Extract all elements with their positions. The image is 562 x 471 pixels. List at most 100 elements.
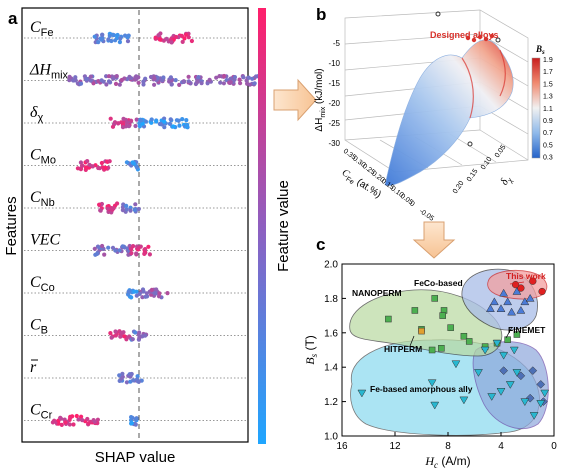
arrow-b-to-c [412, 221, 456, 259]
panel-c-xlabel-sub: c [434, 460, 438, 470]
panel-c-point [528, 366, 538, 375]
panel-c-ytick-label: 1.6 [324, 328, 338, 339]
panel-c-xtick-label: 16 [336, 441, 348, 452]
panel-label-a: a [8, 9, 18, 28]
shap-point [146, 244, 151, 249]
shap-point [59, 422, 64, 427]
shap-point [133, 202, 138, 207]
panel-c-point [540, 389, 550, 398]
panel-c-point [438, 345, 445, 352]
shap-point [113, 38, 118, 43]
panel-a-shap-points [50, 31, 260, 427]
shap-point [162, 125, 167, 130]
panel-c-point [529, 412, 539, 420]
shap-point [78, 81, 84, 86]
shap-point [148, 74, 154, 80]
feature-label-main: VEC [30, 232, 61, 249]
shap-point [186, 79, 191, 84]
shap-point [246, 75, 251, 80]
shap-point [222, 73, 227, 79]
shap-point [116, 121, 121, 126]
shap-point [168, 117, 173, 122]
shap-point [90, 164, 95, 169]
shap-point [129, 251, 134, 256]
panel-c-point [513, 331, 521, 338]
shap-point [177, 82, 182, 87]
feature-label-main: C [30, 189, 41, 206]
shap-point [80, 163, 85, 168]
panel-c-point [487, 393, 497, 401]
shap-point [124, 207, 129, 212]
shap-point [128, 246, 133, 251]
panel-c-point [512, 369, 522, 377]
shap-point [96, 79, 101, 84]
feature-label: VEC [30, 232, 61, 249]
panel-b-dx-ticks: 0.050.100.150.20 [452, 144, 508, 195]
shap-point [237, 77, 242, 82]
arrow-a-to-b [273, 78, 317, 122]
panel-c-point [529, 277, 537, 285]
panel-c-point [411, 307, 419, 314]
shap-point [124, 160, 129, 165]
shap-point [84, 165, 89, 170]
panel-c-point [505, 381, 515, 389]
panel-c-axis-ticks: 16 12 8 4 0 1.0 1.2 1.4 1.6 1.8 2.0 [324, 260, 557, 453]
shap-point [114, 33, 119, 38]
shap-point [67, 74, 72, 79]
shap-point [74, 413, 79, 419]
panel-a-frame [21, 7, 249, 443]
panel-b-colorbar-tick: 1.3 [543, 94, 553, 101]
shap-point [137, 335, 142, 340]
shap-point [196, 75, 201, 80]
panel-b-vtick: -5 [333, 39, 341, 48]
shap-point [124, 380, 129, 385]
panel-b-xlabel-sub: Fe [344, 176, 355, 186]
shap-point [67, 78, 72, 83]
shap-point [143, 294, 148, 299]
shap-point [108, 116, 113, 121]
shap-point [78, 167, 83, 172]
shap-point [143, 247, 148, 252]
feature-label: CB [30, 317, 48, 337]
panel-a-colorbar [258, 8, 266, 444]
shap-point [115, 201, 120, 206]
shap-point [169, 82, 174, 87]
panel-b-colorbar-title-sub: s [541, 48, 545, 56]
feature-label: δχ [30, 104, 43, 124]
shap-point [105, 206, 110, 211]
shap-point [159, 122, 164, 127]
panel-b-vertical-ticks: -5 -10 -15 -20 -25 -30 [328, 39, 340, 148]
shap-point [181, 79, 187, 84]
shap-point [177, 123, 182, 128]
feature-label-sub: mix [51, 70, 69, 82]
shap-point [96, 165, 101, 171]
shap-point [92, 34, 97, 39]
shap-point [67, 422, 72, 427]
shap-point [144, 291, 149, 296]
shap-point [141, 289, 146, 294]
shap-point [126, 124, 132, 129]
feature-label-main: C [30, 402, 41, 419]
shap-point [137, 291, 142, 296]
shap-point [92, 419, 97, 424]
panel-b-vtick: -25 [328, 119, 340, 128]
panel-c-point [492, 339, 502, 348]
shap-point [182, 36, 187, 41]
feature-label-main: ΔH [29, 62, 52, 79]
feature-label-sub: Co [41, 282, 55, 294]
feature-label-main: C [30, 19, 41, 36]
panel-label-b: b [316, 5, 326, 24]
shap-point [167, 121, 172, 126]
shap-point [96, 40, 101, 45]
shap-point [104, 74, 109, 79]
shap-point [50, 420, 56, 425]
feature-label-main: r [30, 359, 37, 376]
shap-point [113, 248, 118, 253]
panel-c-point [430, 401, 440, 410]
panel-c-point [451, 360, 461, 369]
panel-b-xlabel-main: C [340, 167, 352, 180]
shap-point [117, 82, 122, 87]
panel-c-label-this-work: This work [506, 271, 546, 281]
panel-c-ylabel-main: B [303, 357, 317, 365]
feature-label-sub: B [41, 325, 48, 337]
